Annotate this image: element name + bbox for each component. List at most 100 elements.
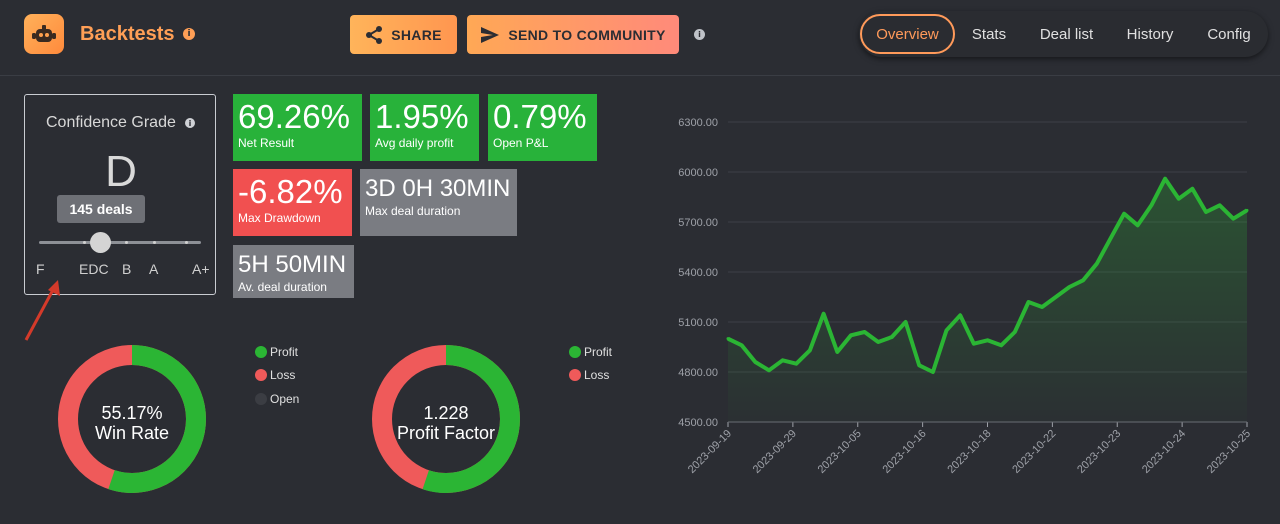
open-pnl-label: Open P&L xyxy=(493,136,549,150)
series-point xyxy=(740,343,744,347)
legend-item-loss[interactable]: Loss xyxy=(255,364,299,388)
tab-stats[interactable]: Stats xyxy=(971,25,1007,43)
loss-dot-icon xyxy=(255,369,267,382)
y-tick-label: 5100.00 xyxy=(678,317,718,329)
grade-label-a-plus: A+ xyxy=(192,261,210,277)
share-button-label: SHARE xyxy=(391,26,442,43)
win-rate-legend: Profit Loss Open xyxy=(255,340,299,411)
x-tick-label: 2023-10-24 xyxy=(1140,428,1188,476)
legend-label: Profit xyxy=(584,344,613,359)
series-point xyxy=(931,370,935,374)
max-deal-duration-value: 3D 0H 30MIN xyxy=(365,175,511,202)
series-point xyxy=(1095,262,1099,266)
grade-label-f: F xyxy=(36,261,45,277)
profit-factor-profit-arc[interactable] xyxy=(372,345,520,493)
avg-daily-profit-label: Avg daily profit xyxy=(375,136,454,150)
send-button-label: SEND TO COMMUNITY xyxy=(508,26,666,43)
avg-daily-profit-tile: 1.95% Avg daily profit xyxy=(370,94,479,161)
series-point xyxy=(753,360,757,364)
y-tick-label: 4800.00 xyxy=(678,367,718,379)
profit-factor-label: Profit Factor xyxy=(396,423,496,443)
series-point xyxy=(1081,278,1085,282)
y-tick-label: 6000.00 xyxy=(678,167,718,179)
confidence-grade-value: D xyxy=(105,147,137,196)
y-tick-label: 5400.00 xyxy=(678,267,718,279)
series-point xyxy=(890,335,894,339)
x-tick-label: 2023-09-19 xyxy=(686,428,734,476)
profit-factor-legend: Profit Loss xyxy=(569,340,612,387)
bot-logo-icon xyxy=(24,14,64,54)
legend-label: Loss xyxy=(270,368,296,383)
series-point xyxy=(1218,203,1222,207)
net-result-value: 69.26% xyxy=(238,98,350,135)
y-tick-label: 5700.00 xyxy=(678,217,718,229)
annotation-arrow-icon xyxy=(24,280,60,341)
series-point xyxy=(876,340,880,344)
series-point xyxy=(1190,187,1194,191)
legend-item-profit[interactable]: Profit xyxy=(569,340,612,364)
series-point xyxy=(1122,212,1126,216)
confidence-info-icon[interactable]: i xyxy=(185,118,195,128)
avg-deal-duration-value: 5H 50MIN xyxy=(238,251,347,278)
series-point xyxy=(958,313,962,317)
legend-label: Profit xyxy=(270,344,299,359)
open-pnl-value: 0.79% xyxy=(493,98,587,135)
win-rate-center: 55.17% Win Rate xyxy=(72,403,192,443)
series-point xyxy=(835,350,839,354)
series-point xyxy=(1067,285,1071,289)
title-info-icon[interactable]: i xyxy=(183,28,195,40)
grade-slider-thumb[interactable] xyxy=(90,232,111,253)
grade-label-a: A xyxy=(149,261,159,277)
y-tick-label: 6300.00 xyxy=(678,117,718,129)
series-point xyxy=(1163,177,1167,181)
series-point xyxy=(945,328,949,332)
tab-config[interactable]: Config xyxy=(1207,25,1251,43)
share-icon xyxy=(366,25,383,44)
net-result-tile: 69.26% Net Result xyxy=(233,94,362,161)
legend-item-open[interactable]: Open xyxy=(255,387,299,411)
open-pnl-tile: 0.79% Open P&L xyxy=(488,94,597,161)
series-point xyxy=(904,320,908,324)
tab-deal-list[interactable]: Deal list xyxy=(1039,25,1094,43)
grade-tick xyxy=(83,241,86,244)
series-point xyxy=(849,333,853,337)
tab-overview[interactable]: Overview xyxy=(860,14,955,54)
confidence-grade-card: Confidence Grade i D 145 deals F EDC B A… xyxy=(24,94,216,295)
series-area xyxy=(728,178,1247,422)
series-point xyxy=(1040,305,1044,309)
series-point xyxy=(1231,217,1235,221)
win-rate-label: Win Rate xyxy=(94,423,170,443)
series-point xyxy=(972,342,976,346)
legend-item-loss[interactable]: Loss xyxy=(569,364,612,388)
avg-daily-profit-value: 1.95% xyxy=(375,98,469,135)
win-rate-donut xyxy=(58,345,206,493)
share-button[interactable]: SHARE xyxy=(350,15,457,54)
win-rate-profit-arc[interactable] xyxy=(58,345,206,493)
page-title: Backtests xyxy=(80,23,175,45)
series-point xyxy=(1204,210,1208,214)
header-info-icon[interactable]: i xyxy=(694,29,705,40)
profit-factor-center: 1.228 Profit Factor xyxy=(386,403,506,443)
tab-history[interactable]: History xyxy=(1126,25,1174,43)
series-point xyxy=(1013,330,1017,334)
legend-item-profit[interactable]: Profit xyxy=(255,340,299,364)
grade-tick xyxy=(125,241,128,244)
legend-label: Loss xyxy=(584,368,610,383)
series-point xyxy=(1108,237,1112,241)
series-point xyxy=(1177,197,1181,201)
equity-line-chart: 6300.00 6000.00 5700.00 5400.00 5100.00 4800.… xyxy=(678,117,1253,476)
series-point xyxy=(863,330,867,334)
grade-label-b: B xyxy=(122,261,132,277)
profit-dot-icon xyxy=(569,345,581,358)
confidence-grade-title: Confidence Grade xyxy=(46,114,176,131)
send-to-community-button[interactable]: SEND TO COMMUNITY xyxy=(467,15,679,54)
series-point xyxy=(808,348,812,352)
series-point xyxy=(1026,300,1030,304)
series-point xyxy=(986,338,989,342)
net-result-label: Net Result xyxy=(238,136,295,150)
grade-slider-track[interactable] xyxy=(39,241,201,244)
series-point xyxy=(726,337,730,341)
x-tick-label: 2023-10-25 xyxy=(1205,428,1253,476)
x-tick-label: 2023-10-16 xyxy=(880,428,928,476)
grade-label-edc: EDC xyxy=(79,261,109,277)
